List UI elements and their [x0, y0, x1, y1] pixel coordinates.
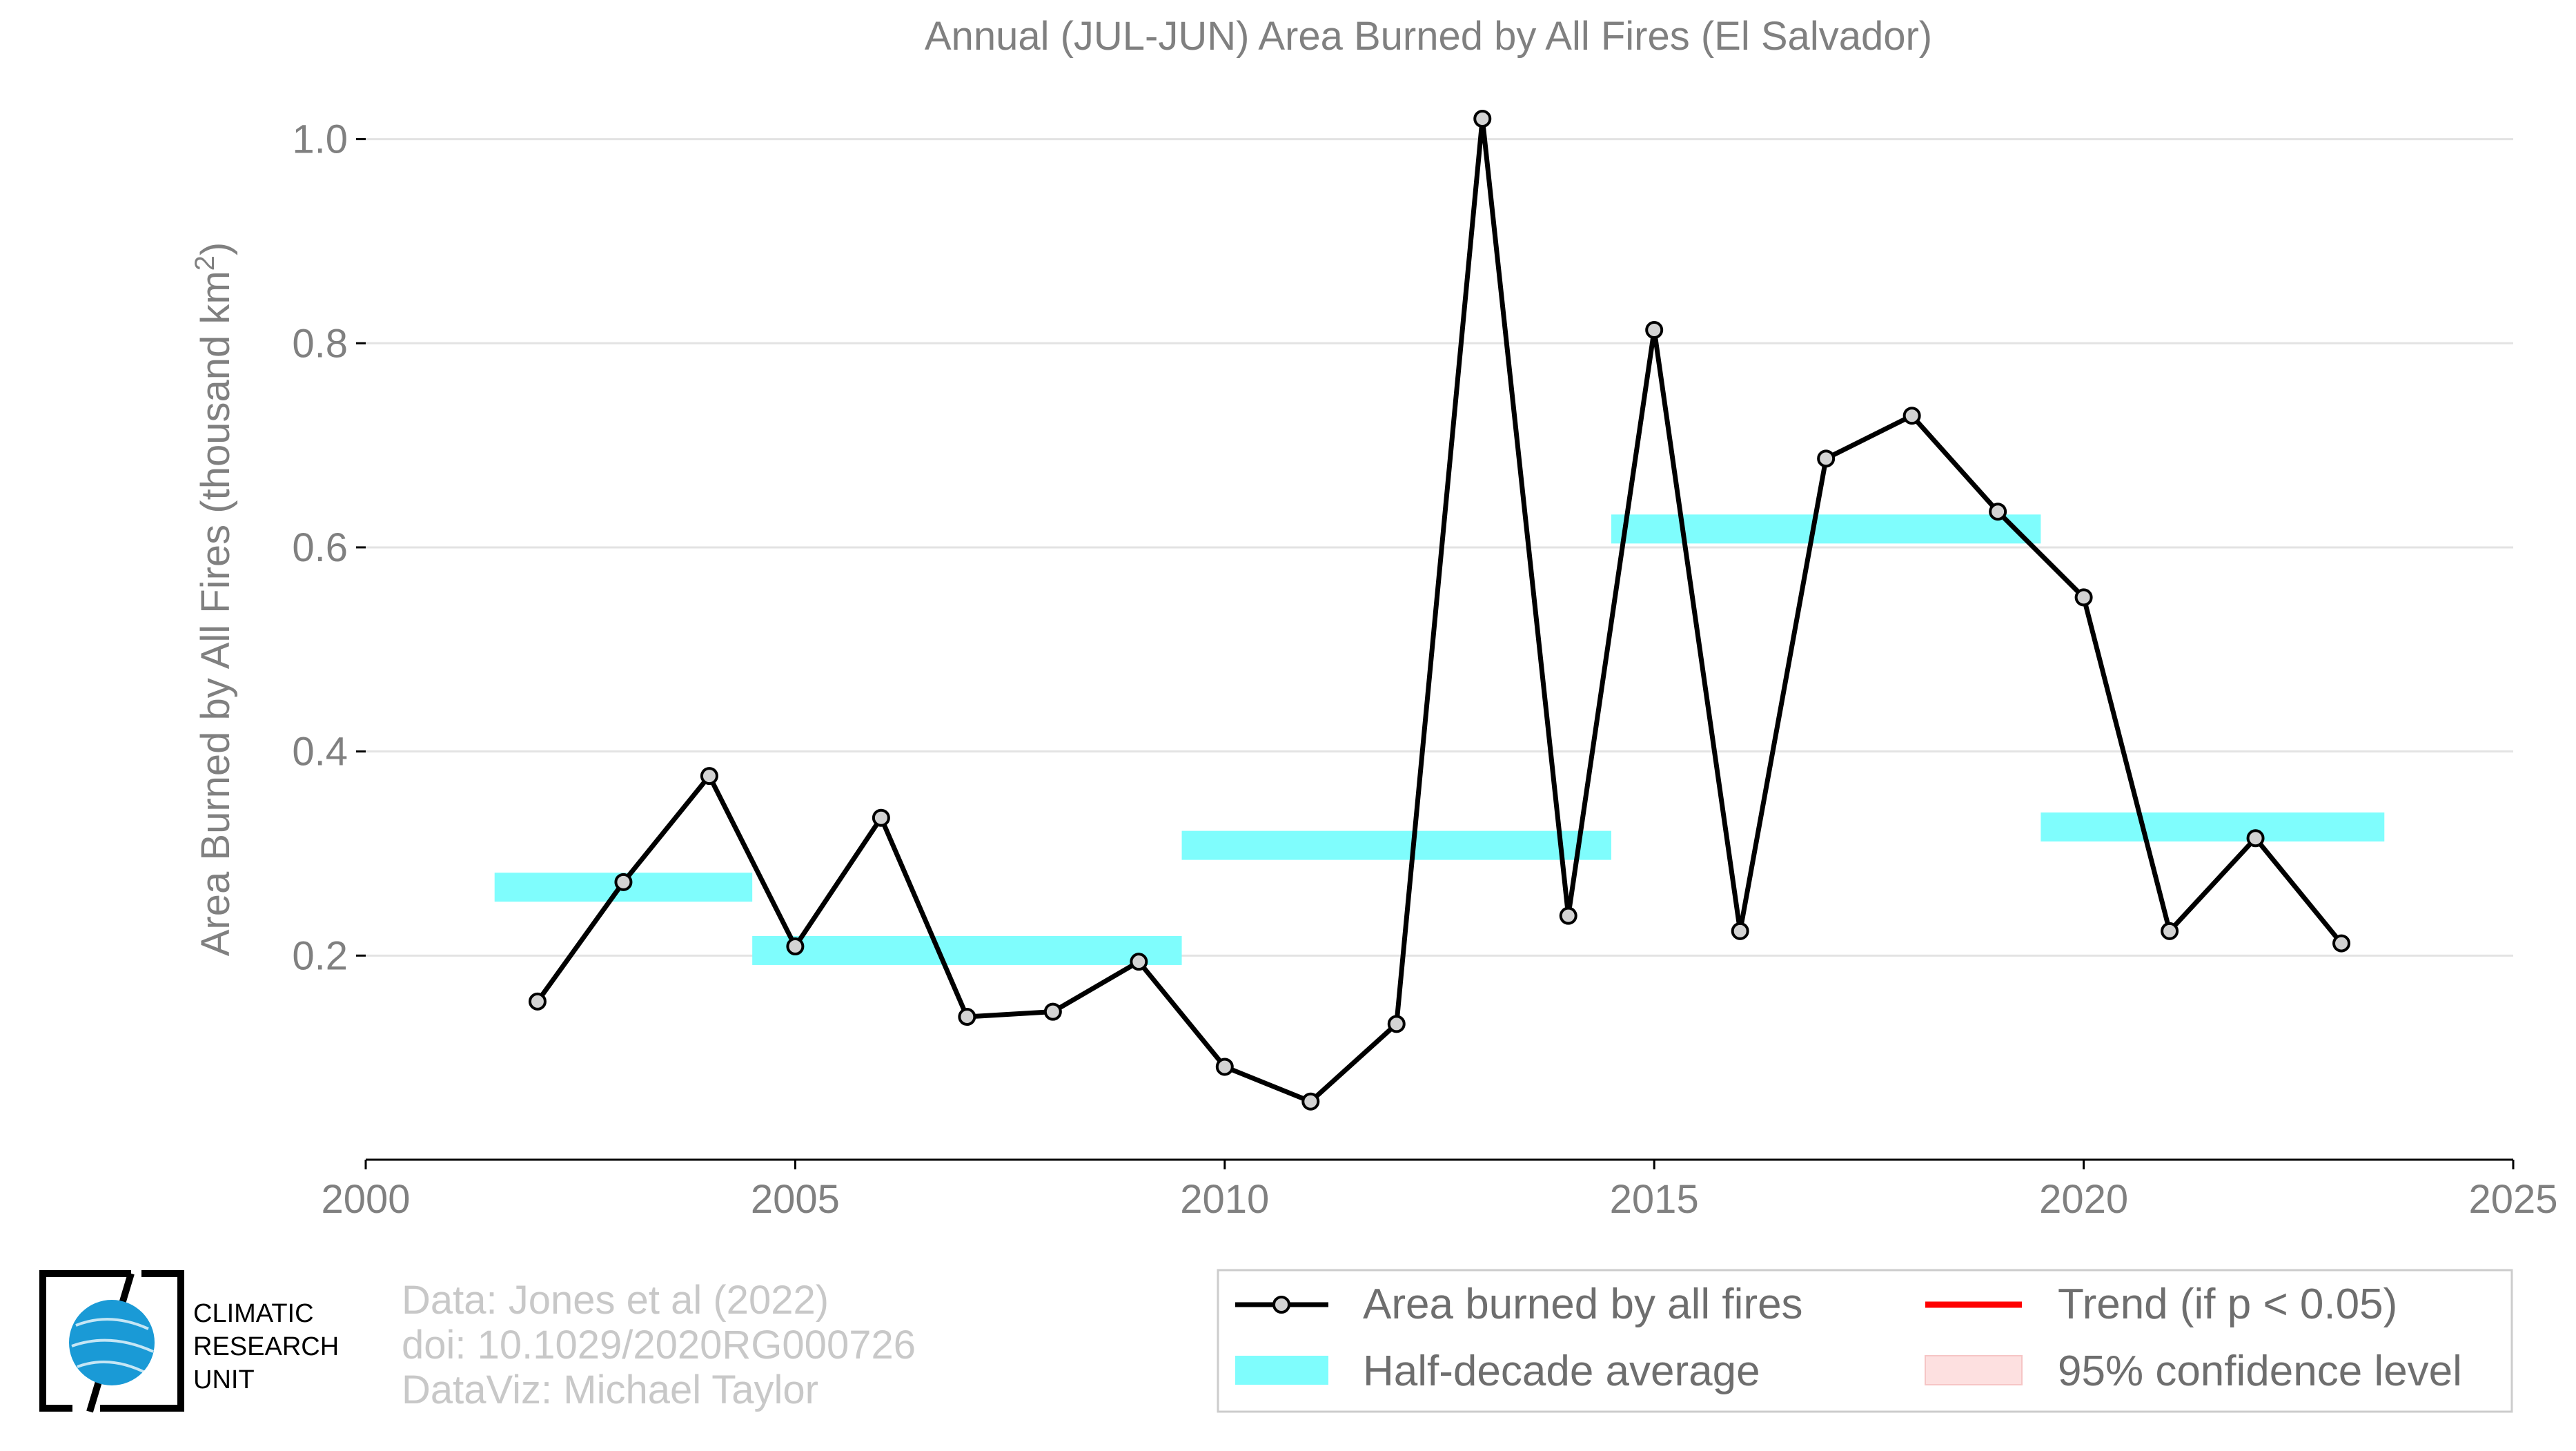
data-point-2008: [1043, 1002, 1062, 1021]
y-tick-label-3: 0.8: [292, 321, 348, 366]
x-tick-label-3: 2015: [1610, 1177, 1699, 1222]
credit-dataviz: DataViz: Michael Taylor: [402, 1367, 818, 1412]
data-point-2003: [614, 873, 633, 891]
data-point-2012: [1387, 1015, 1406, 1033]
data-point-2014: [1559, 906, 1577, 925]
legend-label-half-decade: Half-decade average: [1363, 1347, 1760, 1395]
y-tick-label-4: 1.0: [292, 117, 348, 162]
half-decade-band-3: [1611, 514, 2041, 544]
half-decade-band-4: [2041, 812, 2385, 842]
y-tick-label-2: 0.6: [292, 525, 348, 570]
legend-label-trend: Trend (if p < 0.05): [2058, 1280, 2397, 1328]
legend-box: [1217, 1269, 2513, 1413]
x-tick-label-0: 2000: [321, 1177, 410, 1222]
logo-line-1: CLIMATIC: [193, 1299, 314, 1328]
y-tick-label-0: 0.2: [292, 933, 348, 978]
y-axis-label-superscript: 2: [190, 255, 220, 271]
logo-line-2: RESEARCH: [193, 1332, 339, 1361]
credit-data: Data: Jones et al (2022): [402, 1278, 829, 1323]
data-point-2006: [872, 808, 890, 827]
chart-title: Annual (JUL-JUN) Area Burned by All Fire…: [925, 14, 1932, 59]
half-decade-band-1: [752, 935, 1182, 965]
logo-bracket-right: [100, 1270, 184, 1412]
x-tick-labels: 2000 2005 2010 2015 2020 2025: [321, 1160, 2558, 1222]
legend: Area burned by all fires Trend (if p < 0…: [1217, 1269, 2513, 1413]
data-point-2009: [1130, 953, 1148, 971]
data-point-2021: [2161, 922, 2179, 940]
data-point-2017: [1817, 449, 1836, 468]
data-point-2018: [1902, 407, 1921, 425]
data-point-2020: [2074, 588, 2093, 607]
legend-swatch-half-decade: [1235, 1356, 1328, 1385]
data-point-2010: [1215, 1058, 1234, 1076]
logo-line-3: UNIT: [193, 1365, 255, 1394]
data-point-2002: [528, 992, 547, 1011]
series-line: [535, 116, 2343, 1104]
logo-bracket-left: [39, 1270, 131, 1412]
legend-label-confidence: 95% confidence level: [2058, 1347, 2462, 1395]
data-point-2019: [1989, 503, 2007, 521]
data-point-2007: [958, 1008, 976, 1026]
data-point-2015: [1645, 321, 1664, 340]
data-point-2013: [1473, 110, 1492, 128]
x-tick-label-4: 2020: [2039, 1177, 2128, 1222]
data-point-2005: [786, 937, 805, 956]
x-tick-label-5: 2025: [2468, 1177, 2557, 1222]
y-tick-labels: 0.2 0.4 0.6 0.8 1.0: [292, 117, 366, 978]
half-decade-band-2: [1181, 830, 1611, 860]
y-tick-label-1: 0.4: [292, 730, 348, 775]
legend-swatch-confidence: [1925, 1355, 2023, 1385]
x-tick-label-1: 2005: [751, 1177, 840, 1222]
y-axis-label: Area Burned by All Fires (thousand km2): [190, 242, 238, 957]
series-markers: [528, 110, 2351, 1111]
x-tick-label-2: 2010: [1180, 1177, 1269, 1222]
data-point-2016: [1731, 922, 1749, 940]
credit-doi: doi: 10.1029/2020RG000726: [402, 1323, 916, 1367]
data-point-2004: [700, 767, 718, 786]
y-axis-label-suffix: ): [193, 242, 238, 255]
data-point-2022: [2246, 829, 2265, 848]
y-axis-label-main: Area Burned by All Fires (thousand km: [193, 271, 238, 956]
legend-marker-area-burned: [1272, 1296, 1290, 1314]
globe-lines: [71, 1318, 154, 1375]
series-area-burned: [535, 116, 2343, 1104]
legend-label-area-burned: Area burned by all fires: [1363, 1280, 1803, 1328]
data-point-2011: [1301, 1092, 1320, 1111]
data-point-2023: [2332, 934, 2351, 953]
cru-logo: CLIMATIC RESEARCH UNIT: [39, 1270, 339, 1413]
